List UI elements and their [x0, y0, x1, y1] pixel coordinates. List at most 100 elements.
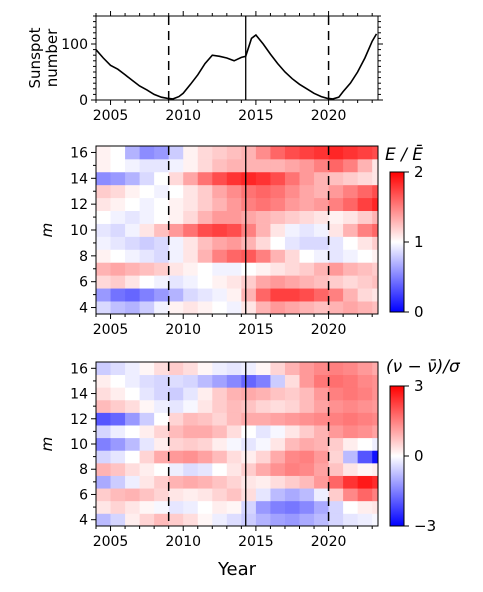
heatmap-cell [197, 412, 213, 426]
heatmap-cell [212, 488, 228, 502]
heatmap-cell [328, 362, 344, 376]
heatmap-cell [139, 197, 155, 212]
heatmap-cell [372, 425, 379, 439]
heatmap-cell [357, 184, 373, 199]
heatmap-cell [343, 210, 359, 224]
heatmap-cell [226, 262, 242, 276]
heatmap-cell [125, 412, 141, 426]
heatmap-cell [241, 171, 257, 186]
heatmap-cell [110, 236, 126, 250]
heatmap-cell [139, 513, 155, 527]
heatmap-cell [212, 275, 228, 289]
heatmap-cell [343, 462, 359, 476]
heatmap-cell [357, 412, 373, 426]
heatmap-cell [255, 475, 271, 489]
x-tick-label: 2020 [311, 322, 347, 338]
heatmap-cell [183, 249, 199, 263]
heatmap-cell [270, 513, 286, 527]
heatmap-cell [314, 249, 329, 263]
frequency-colorbar-title: (ν − ν̄)/σ [386, 357, 461, 377]
heatmap-cell [241, 288, 257, 302]
heatmap-cell [110, 275, 126, 289]
heatmap-cell [328, 236, 344, 250]
heatmap-cell [139, 450, 155, 464]
heatmap-cell [284, 362, 300, 376]
heatmap-cell [328, 513, 344, 527]
heatmap-cell [343, 301, 359, 315]
heatmap-cell [270, 500, 286, 514]
heatmap-cell [299, 210, 315, 224]
heatmap-cell [255, 197, 271, 212]
y-tick-label: 10 [70, 223, 88, 239]
heatmap-cell [125, 437, 141, 451]
heatmap-cell [284, 262, 300, 276]
heatmap-cell [328, 399, 344, 413]
heatmap-cell [299, 236, 315, 250]
heatmap-cell [168, 184, 184, 199]
heatmap-cell [357, 399, 373, 413]
heatmap-cell [139, 437, 155, 451]
xaxis-label-year: Year [217, 559, 257, 580]
heatmap-cell [241, 146, 257, 160]
heatmap-cell [125, 500, 141, 514]
heatmap-cell [270, 197, 286, 212]
heatmap-cell [226, 374, 242, 388]
heatmap-cell [314, 488, 329, 502]
heatmap-cell [110, 146, 126, 160]
heatmap-cell [125, 488, 141, 502]
heatmap-cell [328, 450, 344, 464]
heatmap-cell [357, 450, 373, 464]
heatmap-cell [328, 412, 344, 426]
heatmap-cell [314, 262, 329, 276]
heatmap-cell [255, 399, 271, 413]
heatmap-cell [110, 450, 126, 464]
heatmap-cell [299, 158, 315, 173]
heatmap-cell [125, 425, 141, 439]
heatmap-cell [299, 450, 315, 464]
heatmap-cell [314, 210, 329, 224]
heatmap-cell [139, 387, 155, 401]
heatmap-cell [314, 362, 329, 376]
energy-colorbar-title: E / Ē [385, 143, 423, 165]
heatmap-cell [357, 374, 373, 388]
heatmap-cell [154, 288, 170, 302]
heatmap-cell [139, 374, 155, 388]
heatmap-cell [212, 437, 228, 451]
heatmap-cell [299, 513, 315, 527]
heatmap-cell [154, 399, 170, 413]
heatmap-cell [139, 223, 155, 237]
heatmap-cell [284, 210, 300, 224]
heatmap-cell [226, 362, 242, 376]
heatmap-cell [168, 462, 184, 476]
heatmap-cell [139, 184, 155, 199]
heatmap-cell [314, 500, 329, 514]
heatmap-cell [168, 374, 184, 388]
heatmap-cell [314, 301, 329, 315]
heatmap-cell [197, 387, 213, 401]
heatmap-cell [212, 158, 228, 173]
heatmap-cell [183, 362, 199, 376]
heatmap-cell [255, 450, 271, 464]
heatmap-cell [212, 197, 228, 212]
heatmap-cell [226, 450, 242, 464]
heatmap-cell [241, 184, 257, 199]
heatmap-cell [270, 374, 286, 388]
heatmap-cell [154, 236, 170, 250]
heatmap-cell [197, 197, 213, 212]
heatmap-cell [255, 171, 271, 186]
heatmap-cell [226, 301, 242, 315]
heatmap-cell [299, 197, 315, 212]
heatmap-cell [212, 184, 228, 199]
heatmap-cell [183, 184, 199, 199]
heatmap-cell [241, 425, 257, 439]
heatmap-cell [168, 262, 184, 276]
heatmap-cell [357, 513, 373, 527]
heatmap-cell [226, 184, 242, 199]
heatmap-cell [212, 301, 228, 315]
heatmap-cell [284, 158, 300, 173]
heatmap-cell [226, 223, 242, 237]
heatmap-cell [255, 223, 271, 237]
heatmap-cell [241, 500, 257, 514]
heatmap-cell [154, 374, 170, 388]
heatmap-cell [125, 362, 141, 376]
